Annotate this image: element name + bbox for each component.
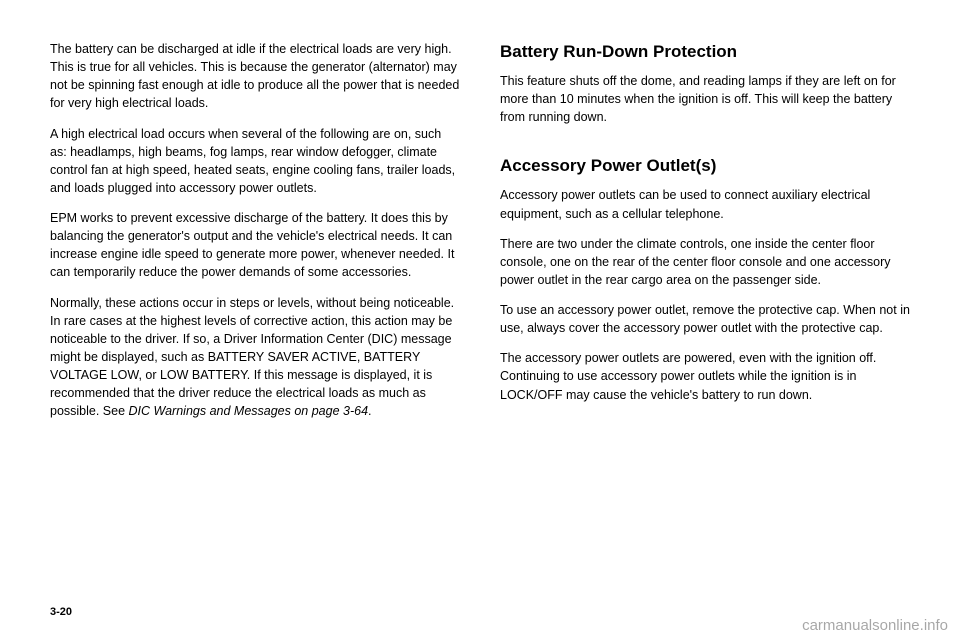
paragraph: A high electrical load occurs when sever… bbox=[50, 125, 460, 198]
right-column: Battery Run-Down Protection This feature… bbox=[500, 40, 910, 610]
paragraph: There are two under the climate controls… bbox=[500, 235, 910, 289]
paragraph: The battery can be discharged at idle if… bbox=[50, 40, 460, 113]
section-heading: Accessory Power Outlet(s) bbox=[500, 156, 910, 176]
paragraph: The accessory power outlets are powered,… bbox=[500, 349, 910, 403]
cross-reference: DIC Warnings and Messages on page 3-64 bbox=[129, 404, 369, 418]
manual-page: The battery can be discharged at idle if… bbox=[0, 0, 960, 640]
paragraph: Normally, these actions occur in steps o… bbox=[50, 294, 460, 421]
paragraph-text: . bbox=[368, 404, 371, 418]
paragraph: This feature shuts off the dome, and rea… bbox=[500, 72, 910, 126]
watermark: carmanualsonline.info bbox=[802, 617, 948, 634]
section-heading: Battery Run-Down Protection bbox=[500, 42, 910, 62]
paragraph: EPM works to prevent excessive discharge… bbox=[50, 209, 460, 282]
paragraph: Accessory power outlets can be used to c… bbox=[500, 186, 910, 222]
page-number: 3-20 bbox=[50, 606, 72, 618]
left-column: The battery can be discharged at idle if… bbox=[50, 40, 460, 610]
paragraph: To use an accessory power outlet, remove… bbox=[500, 301, 910, 337]
paragraph-text: Normally, these actions occur in steps o… bbox=[50, 296, 454, 419]
